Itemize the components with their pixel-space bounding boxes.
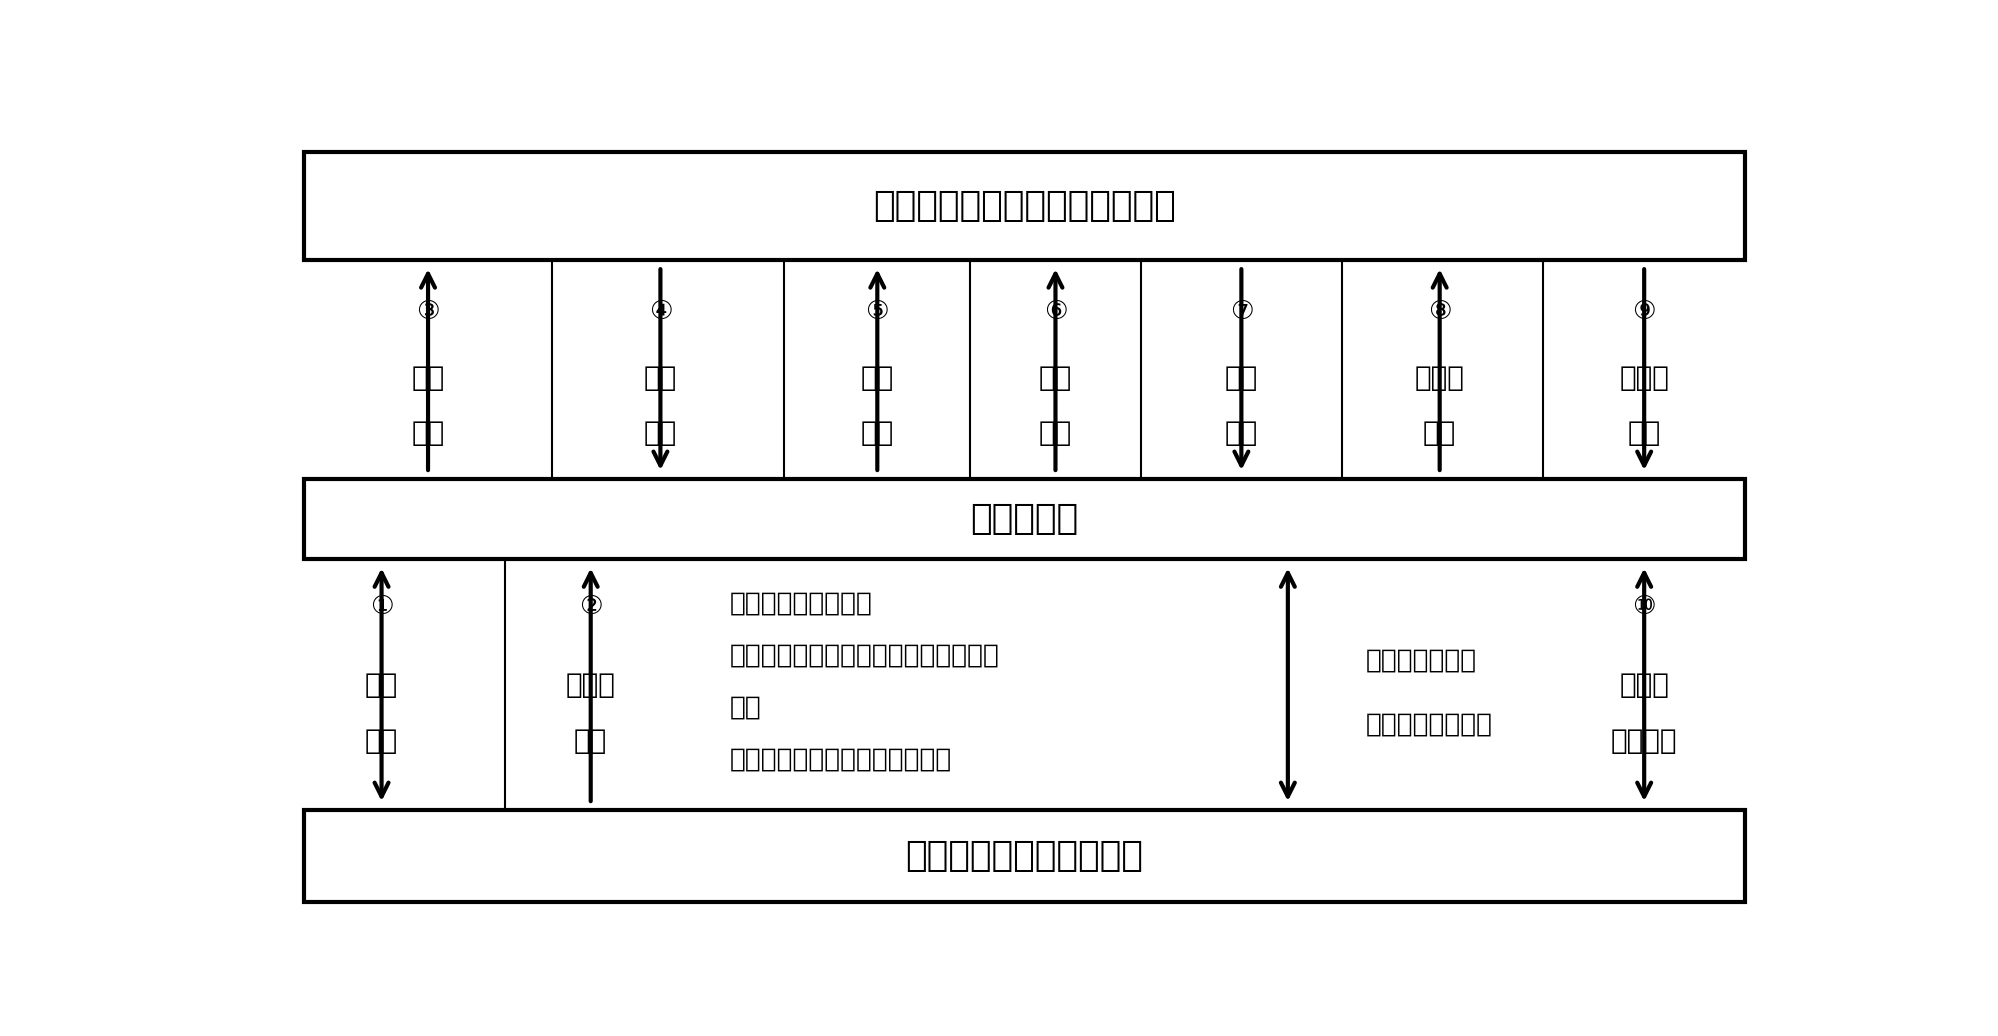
Text: ②: ② <box>579 594 601 620</box>
Text: 確定: 確定 <box>1225 364 1257 392</box>
Text: ④: ④ <box>647 298 671 324</box>
Text: 補助金: 補助金 <box>1415 364 1465 392</box>
Text: 認定経営革新等支援機関: 認定経営革新等支援機関 <box>905 839 1143 873</box>
Text: 交付: 交付 <box>1626 420 1660 448</box>
Text: ③: ③ <box>416 298 440 324</box>
Text: 申請: 申請 <box>412 420 444 448</box>
Text: アフターフォロー: アフターフォロー <box>1365 712 1493 738</box>
Text: ２点を確認した後、確認書発行: ２点を確認した後、確認書発行 <box>729 747 951 773</box>
Text: 報告: 報告 <box>1039 420 1071 448</box>
Text: 事業化: 事業化 <box>1618 670 1668 698</box>
Text: 確認書: 確認書 <box>565 670 615 698</box>
Text: 補助金: 補助金 <box>1618 364 1668 392</box>
Text: 補助事業を含む: 補助事業を含む <box>1365 648 1477 673</box>
Text: 発行: 発行 <box>573 726 607 754</box>
Text: ⑧: ⑧ <box>1427 298 1451 324</box>
Text: ・申請者の資格要件: ・申請者の資格要件 <box>729 591 873 617</box>
Text: ⑥: ⑥ <box>1043 298 1067 324</box>
Text: 補助対象者: 補助対象者 <box>969 502 1079 537</box>
Text: 実績: 実績 <box>1039 364 1071 392</box>
Text: ⑤: ⑤ <box>865 298 889 324</box>
Text: 状況: 状況 <box>861 364 893 392</box>
Text: ⑦: ⑦ <box>1229 298 1253 324</box>
Text: 事業承継・引継ぎ補助金事務局: 事業承継・引継ぎ補助金事務局 <box>873 190 1175 223</box>
Text: 状況報告: 状況報告 <box>1610 726 1676 754</box>
Text: 通知: 通知 <box>1225 420 1257 448</box>
Text: 確認: 確認 <box>729 695 761 721</box>
Bar <box>304 810 1744 902</box>
Text: 決定: 決定 <box>643 420 677 448</box>
Text: 交付: 交付 <box>412 364 444 392</box>
Bar <box>304 480 1744 559</box>
Text: ①: ① <box>370 594 394 620</box>
Bar <box>304 152 1744 260</box>
Text: 経営: 経営 <box>366 670 398 698</box>
Text: 報告: 報告 <box>861 420 893 448</box>
Text: 交付: 交付 <box>643 364 677 392</box>
Text: ⑨: ⑨ <box>1632 298 1654 324</box>
Text: ・廃業後の再チャレンジ内容について: ・廃業後の再チャレンジ内容について <box>729 642 999 669</box>
Text: 申請: 申請 <box>1423 420 1457 448</box>
Text: ⑩: ⑩ <box>1632 594 1654 620</box>
Text: 相談: 相談 <box>366 726 398 754</box>
